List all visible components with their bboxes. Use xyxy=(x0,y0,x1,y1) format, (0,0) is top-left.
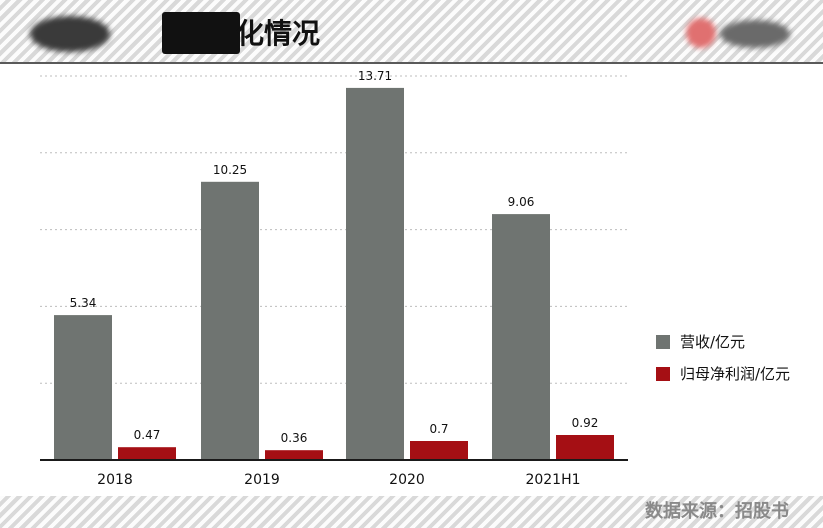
x-tick-label-2020: 2020 xyxy=(389,472,425,488)
redacted-title-block xyxy=(162,12,240,54)
header-divider xyxy=(0,62,823,64)
data-label-net-profit-2020: 0.7 xyxy=(429,422,448,436)
blurred-watermark-red xyxy=(686,18,716,48)
bar-net-profit-2020 xyxy=(410,441,468,460)
data-label-revenue-2018: 5.34 xyxy=(70,296,97,310)
legend-swatch-revenue xyxy=(656,335,670,349)
bar-revenue-2020 xyxy=(346,87,404,461)
bar-revenue-2018 xyxy=(54,315,112,460)
footer-banner: 数据来源：招股书 xyxy=(0,496,823,528)
data-label-revenue-2020: 13.71 xyxy=(358,69,392,83)
legend-swatch-net-profit xyxy=(656,367,670,381)
legend-label-net-profit: 归母净利润/亿元 xyxy=(680,365,791,383)
header-banner: 化情况 xyxy=(0,0,823,62)
data-label-net-profit-2021H1: 0.92 xyxy=(572,416,599,430)
data-label-revenue-2019: 10.25 xyxy=(213,163,247,177)
data-label-net-profit-2019: 0.36 xyxy=(281,431,308,445)
data-source-note: 数据来源：招股书 xyxy=(645,501,789,522)
data-label-net-profit-2018: 0.47 xyxy=(134,428,161,442)
x-tick-label-2019: 2019 xyxy=(244,472,280,488)
bar-revenue-2019 xyxy=(201,181,259,461)
bar-net-profit-2021H1 xyxy=(556,435,614,460)
page-title: 化情况 xyxy=(236,17,321,50)
legend: 营收/亿元 归母净利润/亿元 xyxy=(656,332,816,396)
x-axis: 2018 2019 2020 2021H1 xyxy=(40,459,628,488)
data-label-revenue-2021H1: 9.06 xyxy=(508,195,535,209)
bar-revenue-2021H1 xyxy=(492,214,550,460)
bar-chart: 5.34 0.47 10.25 0.36 13.71 0.7 9.06 0.92 2018 20… xyxy=(0,64,823,494)
bar-net-profit-2018 xyxy=(118,447,176,460)
legend-item-revenue: 营收/亿元 xyxy=(656,332,816,352)
legend-label-revenue: 营收/亿元 xyxy=(680,333,746,351)
x-tick-label-2018: 2018 xyxy=(97,472,133,488)
blurred-logo xyxy=(30,16,110,52)
bars xyxy=(54,87,614,461)
x-tick-label-2021H1: 2021H1 xyxy=(525,472,580,488)
legend-item-net-profit: 归母净利润/亿元 xyxy=(656,364,816,384)
blurred-watermark-gray xyxy=(720,20,790,48)
data-labels: 5.34 0.47 10.25 0.36 13.71 0.7 9.06 0.92 xyxy=(70,69,599,445)
bar-net-profit-2019 xyxy=(265,450,323,460)
